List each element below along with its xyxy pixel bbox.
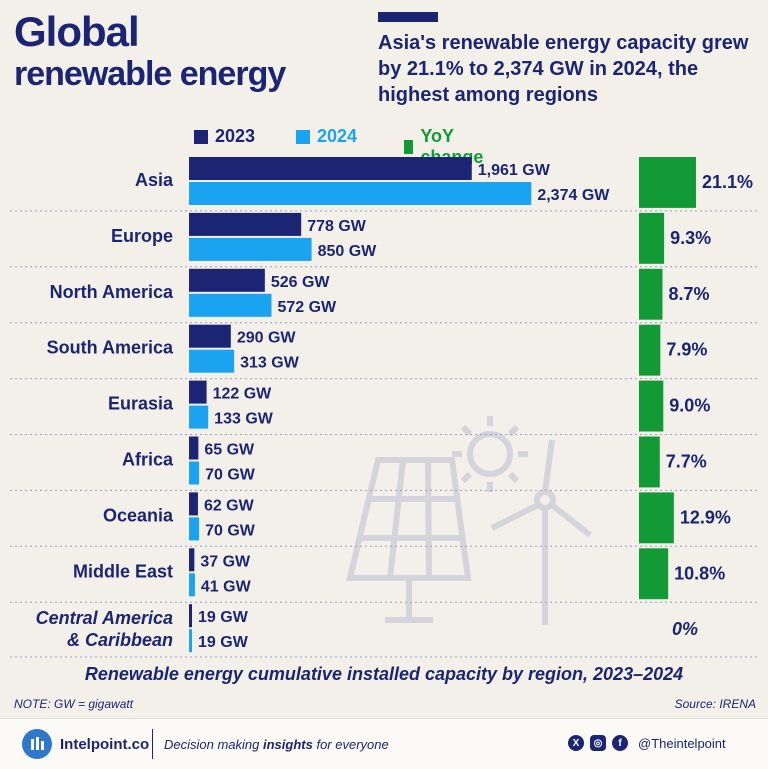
- bar-label-2023: 122 GW: [213, 386, 273, 403]
- bar-2024: [189, 293, 272, 317]
- yoy-label: 12.9%: [680, 507, 731, 527]
- chart-rows: Asia 1,961 GW 2,374 GW 21.1% Europe 778 GW 850…: [10, 157, 760, 658]
- bar-chart: Asia 1,961 GW 2,374 GW 21.1% Europe 778 GW 850…: [10, 157, 760, 658]
- bar-label-2024: 70 GW: [205, 522, 256, 539]
- legend-swatch-2023: [194, 129, 208, 144]
- yoy-bar: [639, 380, 664, 432]
- tagline: Decision making insights for everyone: [164, 737, 389, 752]
- category-label: Africa: [122, 450, 174, 470]
- social-handle[interactable]: @Theintelpoint: [638, 735, 726, 751]
- sun-icon: [452, 416, 528, 492]
- bar-2024: [189, 573, 195, 597]
- bar-2023: [189, 548, 195, 572]
- bar-label-2023: 62 GW: [204, 497, 255, 514]
- category-label: Eurasia: [108, 394, 174, 414]
- yoy-bar: [639, 268, 663, 320]
- instagram-icon[interactable]: ◎: [590, 735, 606, 751]
- bar-label-2023: 19 GW: [198, 609, 249, 626]
- yoy-label: 10.8%: [674, 563, 725, 583]
- bar-2024: [189, 405, 209, 429]
- bar-2024: [189, 629, 192, 653]
- bar-label-2024: 313 GW: [240, 355, 300, 372]
- bar-label-2023: 37 GW: [200, 553, 251, 570]
- subtitle: Asia's renewable energy capacity grew by…: [378, 32, 749, 106]
- bar-2024: [189, 517, 200, 541]
- solar-panel-icon: [346, 457, 472, 623]
- source-text: Source: IRENA: [674, 697, 756, 711]
- bar-2023: [189, 436, 199, 460]
- bar-2023: [189, 324, 231, 348]
- bar-label-2024: 2,374 GW: [537, 187, 610, 204]
- category-label: Central America & Caribbean: [36, 608, 173, 650]
- page-title: Global renewable energy: [14, 8, 286, 94]
- bar-2023: [189, 157, 472, 180]
- legend-item-2024: 2024: [296, 126, 357, 147]
- title-line-1: Global: [14, 8, 140, 55]
- legend-swatch-2024: [296, 129, 310, 144]
- legend-label-2024: 2024: [317, 126, 358, 146]
- yoy-label: 9.0%: [669, 396, 710, 416]
- title-line-2: renewable energy: [14, 55, 286, 93]
- brand-name[interactable]: Intelpoint.co: [60, 736, 150, 753]
- bar-label-2023: 526 GW: [271, 274, 331, 291]
- yoy-bar: [639, 157, 696, 208]
- x-icon[interactable]: X: [568, 735, 584, 751]
- bar-label-2023: 65 GW: [204, 442, 255, 459]
- bar-2024: [189, 237, 312, 261]
- yoy-label: 7.9%: [666, 340, 707, 360]
- yoy-bar: [639, 212, 665, 264]
- bar-2023: [189, 268, 265, 292]
- bar-label-2023: 1,961 GW: [478, 162, 551, 179]
- note-text: NOTE: GW = gigawatt: [14, 697, 134, 711]
- category-label: Asia: [135, 170, 174, 190]
- bar-label-2024: 70 GW: [205, 467, 256, 484]
- intelpoint-logo-icon: [22, 729, 52, 759]
- yoy-label: 8.7%: [668, 284, 709, 304]
- yoy-label: 9.3%: [670, 228, 711, 248]
- legend-item-2023: 2023: [194, 126, 255, 147]
- bar-label-2024: 850 GW: [318, 243, 378, 260]
- bar-2024: [189, 461, 200, 485]
- bar-2024: [189, 182, 532, 205]
- bar-label-2024: 41 GW: [201, 578, 252, 595]
- wind-turbine-icon: [490, 439, 592, 625]
- footer-divider: [152, 729, 153, 759]
- category-label: Europe: [111, 226, 173, 246]
- bar-2023: [189, 604, 192, 628]
- bar-2024: [189, 349, 235, 373]
- bar-2023: [189, 212, 302, 236]
- category-label: Oceania: [103, 505, 174, 525]
- bar-label-2023: 778 GW: [307, 218, 367, 235]
- yoy-label: 21.1%: [702, 172, 753, 192]
- chart-caption: Renewable energy cumulative installed ca…: [84, 664, 684, 684]
- category-label: South America: [47, 338, 174, 358]
- legend-swatch-yoy: [404, 140, 414, 154]
- bar-label-2024: 133 GW: [214, 411, 274, 428]
- yoy-bar: [639, 436, 660, 488]
- yoy-bar: [639, 492, 674, 544]
- tagline-post: for everyone: [312, 737, 389, 752]
- category-label: Middle East: [73, 561, 173, 581]
- yoy-label: 0%: [672, 619, 698, 639]
- social-links: X ◎ f @Theintelpoint: [568, 735, 726, 751]
- yoy-bar: [639, 324, 661, 376]
- category-label: North America: [50, 282, 174, 302]
- yoy-bar: [639, 548, 669, 600]
- bar-2023: [189, 492, 198, 516]
- footer: Intelpoint.co Decision making insights f…: [0, 718, 768, 769]
- legend-label-2023: 2023: [215, 126, 256, 146]
- bar-label-2023: 290 GW: [237, 330, 297, 347]
- bar-label-2024: 19 GW: [198, 634, 249, 651]
- background-illustration: [346, 416, 592, 625]
- accent-bar: [378, 12, 438, 22]
- tagline-bold: insights: [263, 737, 313, 752]
- bar-2023: [189, 380, 207, 404]
- tagline-pre: Decision making: [164, 737, 263, 752]
- bar-label-2024: 572 GW: [277, 299, 337, 316]
- facebook-icon[interactable]: f: [612, 735, 628, 751]
- yoy-label: 7.7%: [666, 452, 707, 472]
